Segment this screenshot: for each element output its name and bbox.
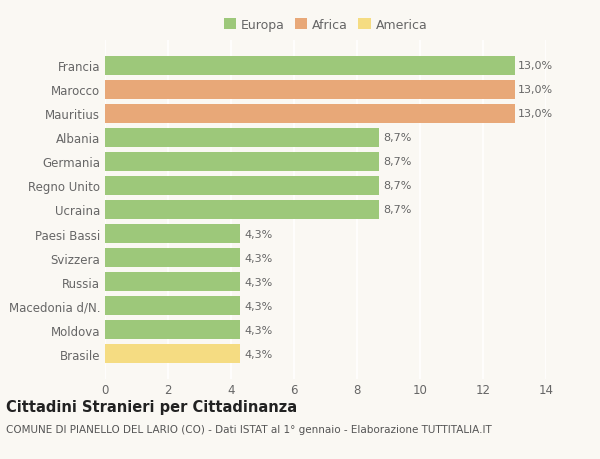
Bar — [105, 177, 379, 196]
Text: 13,0%: 13,0% — [518, 61, 553, 71]
Text: 8,7%: 8,7% — [383, 133, 411, 143]
Bar — [105, 153, 379, 171]
Text: 4,3%: 4,3% — [244, 277, 272, 287]
Bar — [105, 81, 515, 99]
Text: 4,3%: 4,3% — [244, 349, 272, 359]
Bar — [105, 224, 241, 243]
Bar — [105, 321, 241, 339]
Text: 4,3%: 4,3% — [244, 325, 272, 335]
Bar — [105, 273, 241, 291]
Bar — [105, 129, 379, 147]
Bar — [105, 249, 241, 267]
Text: 4,3%: 4,3% — [244, 301, 272, 311]
Text: COMUNE DI PIANELLO DEL LARIO (CO) - Dati ISTAT al 1° gennaio - Elaborazione TUTT: COMUNE DI PIANELLO DEL LARIO (CO) - Dati… — [6, 425, 492, 435]
Text: 13,0%: 13,0% — [518, 109, 553, 119]
Text: Cittadini Stranieri per Cittadinanza: Cittadini Stranieri per Cittadinanza — [6, 399, 297, 414]
Text: 13,0%: 13,0% — [518, 85, 553, 95]
Text: 4,3%: 4,3% — [244, 253, 272, 263]
Bar — [105, 297, 241, 315]
Bar — [105, 56, 515, 75]
Bar — [105, 345, 241, 364]
Text: 8,7%: 8,7% — [383, 157, 411, 167]
Legend: Europa, Africa, America: Europa, Africa, America — [218, 14, 433, 37]
Text: 8,7%: 8,7% — [383, 205, 411, 215]
Text: 8,7%: 8,7% — [383, 181, 411, 191]
Bar — [105, 105, 515, 123]
Bar — [105, 201, 379, 219]
Text: 4,3%: 4,3% — [244, 229, 272, 239]
